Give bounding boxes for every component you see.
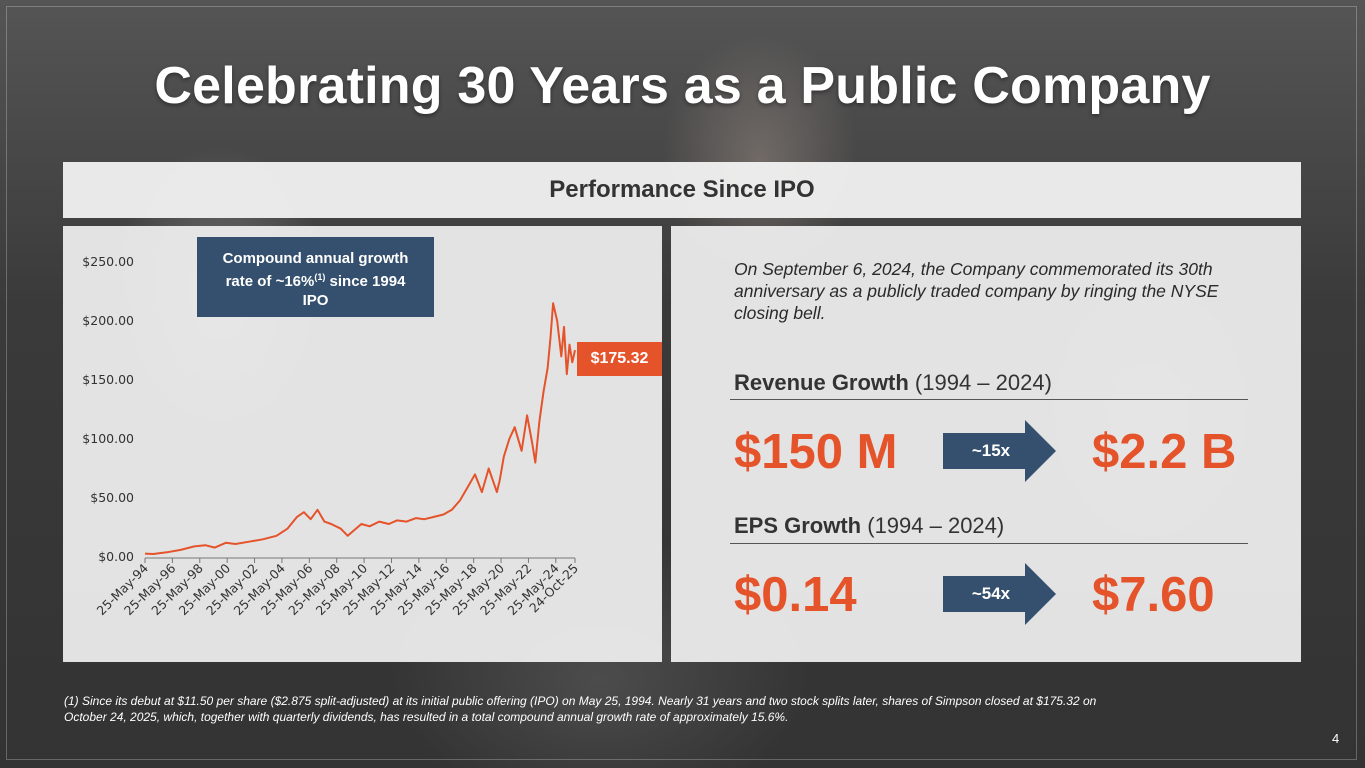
cagr-line2a: rate of ~16% [225,273,315,290]
y-tick-label: $0.00 [98,549,134,564]
revenue-from-value: $150 M [734,425,898,479]
arrow-right-icon [943,563,1056,625]
revenue-heading-years: (1994 – 2024) [908,370,1052,395]
y-tick-label: $100.00 [82,431,134,446]
revenue-growth-heading: Revenue Growth (1994 – 2024) [734,370,1052,396]
current-price-label: $175.32 [590,350,649,367]
cagr-footnote-ref: (1) [314,272,326,282]
anniversary-text: On September 6, 2024, the Company commem… [734,259,1219,323]
page-number: 4 [1332,731,1340,746]
eps-heading-bold: EPS Growth [734,513,862,538]
section-header: Performance Since IPO [549,176,815,203]
eps-to-value: $7.60 [1092,568,1215,622]
eps-multiple: ~54x [971,584,1011,603]
eps-divider [730,543,1248,544]
revenue-divider [730,399,1248,400]
y-tick-label: $50.00 [90,490,134,505]
eps-heading-years: (1994 – 2024) [861,513,1005,538]
cagr-line2b: since 1994 [325,273,406,290]
section-header-bar: Performance Since IPO [63,162,1301,218]
price-series-line [144,302,576,555]
current-price-badge: $175.32 [577,342,662,376]
slide-frame [6,6,1357,760]
y-tick-label: $250.00 [82,254,134,269]
cagr-callout: Compound annual growth rate of ~16%(1) s… [197,237,434,317]
eps-from-value: $0.14 [734,568,857,622]
revenue-heading-bold: Revenue Growth [734,370,909,395]
revenue-multiple-arrow: ~15x [943,420,1056,482]
revenue-to-value: $2.2 B [1092,425,1237,479]
revenue-multiple: ~15x [971,441,1011,460]
y-tick-label: $200.00 [82,313,134,328]
footnote: (1) Since its debut at $11.50 per share … [64,694,1097,724]
eps-multiple-arrow: ~54x [943,563,1056,625]
slide-title: Celebrating 30 Years as a Public Company [154,57,1211,115]
cagr-line3: IPO [302,292,329,309]
arrow-right-icon [943,420,1056,482]
eps-growth-heading: EPS Growth (1994 – 2024) [734,513,1004,539]
cagr-line1: Compound annual growth [222,250,409,267]
y-tick-label: $150.00 [82,372,134,387]
